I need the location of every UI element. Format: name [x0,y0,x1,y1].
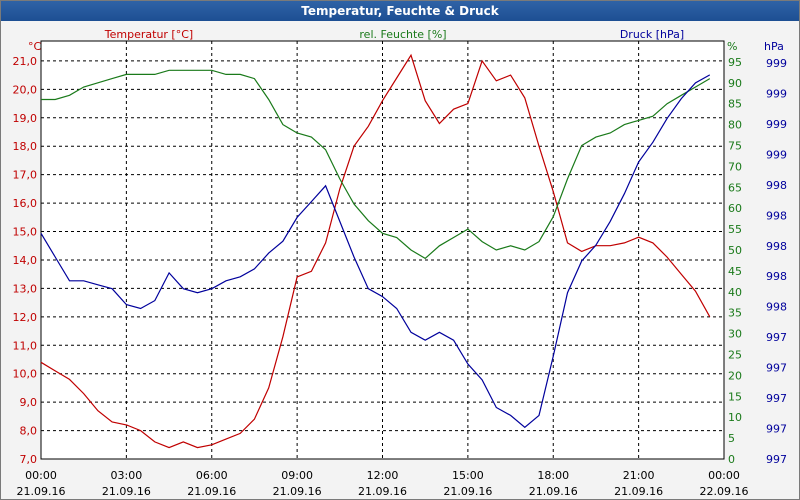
left-tick-label: 17,0 [13,169,38,182]
humidity-tick-label: 50 [728,244,742,257]
pressure-line [40,74,711,429]
pressure-tick-label: 999 [766,118,787,131]
left-tick-label: 10,0 [13,368,38,381]
pressure-tick-label: 999 [766,57,787,70]
x-tick-date: 21.09.16 [529,485,578,498]
pressure-tick-label: 997 [766,362,787,375]
humidity-tick-label: 55 [728,223,742,236]
pressure-tick-label: 997 [766,423,787,436]
left-tick-label: 12,0 [13,311,38,324]
left-tick-label: 16,0 [13,197,38,210]
humidity-tick-label: 65 [728,181,742,194]
humidity-tick-label: 0 [728,453,735,466]
x-tick-time: 12:00 [367,469,399,482]
x-tick-date: 21.09.16 [273,485,322,498]
humidity-tick-label: 85 [728,98,742,111]
pressure-label: Druck [hPa] [620,28,684,41]
x-tick-time: 15:00 [452,469,484,482]
pressure-axis-unit: hPa [764,40,784,53]
left-axis-unit: °C [28,40,42,53]
humidity-tick-label: 40 [728,286,742,299]
pressure-tick-label: 998 [766,270,787,283]
x-tick-time: 18:00 [537,469,569,482]
left-tick-label: 8,0 [20,425,38,438]
x-tick-date: 21.09.16 [443,485,492,498]
humidity-tick-label: 20 [728,369,742,382]
pressure-tick-label: 998 [766,301,787,314]
pressure-tick-label: 997 [766,392,787,405]
humidity-tick-label: 25 [728,349,742,362]
left-tick-label: 18,0 [13,140,38,153]
x-tick-date: 21.09.16 [358,485,407,498]
humidity-tick-label: 70 [728,160,742,173]
left-axis-ticks: 7,0 8,0 9,0 10,0 11,0 12,0 13,0 14,0 15,0 16,0 17,… [13,55,38,466]
x-tick-date: 22.09.16 [700,485,749,498]
humidity-tick-label: 10 [728,411,742,424]
x-tick-time: 03:00 [111,469,143,482]
humidity-tick-label: 5 [728,432,735,445]
x-tick-date: 21.09.16 [187,485,236,498]
humidity-tick-label: 95 [728,56,742,69]
pressure-tick-label: 999 [766,148,787,161]
left-tick-label: 19,0 [13,112,38,125]
x-tick-time: 00:00 [708,469,740,482]
pressure-tick-label: 997 [766,331,787,344]
left-tick-label: 14,0 [13,254,38,267]
x-tick-date: 21.09.16 [17,485,66,498]
pressure-tick-label: 997 [766,453,787,466]
x-tick-time: 21:00 [623,469,655,482]
pressure-tick-label: 998 [766,209,787,222]
x-tick-time: 00:00 [25,469,57,482]
chart-area: °C Temperatur [°C] rel. Feuchte [%] Druc… [13,28,788,498]
left-tick-label: 20,0 [13,83,38,96]
humidity-tick-label: 75 [728,140,742,153]
humidity-label: rel. Feuchte [%] [359,28,446,41]
pressure-tick-label: 998 [766,240,787,253]
left-tick-label: 13,0 [13,282,38,295]
x-axis-ticks: 00:00 21.09.16 03:00 21.09.16 06:00 21.09.16 0… [17,469,749,498]
x-tick-time: 06:00 [196,469,228,482]
humidity-tick-label: 80 [728,119,742,132]
humidity-line [41,69,711,260]
humidity-tick-label: 90 [728,77,742,90]
pressure-axis-ticks: 997 997 997 997 997 998 998 998 998 998 999 999 999 9… [766,57,787,466]
humidity-axis-ticks: 0 5 10 15 20 25 30 35 40 45 50 55 60 65 70 75 80 85 90 95 [728,56,742,466]
pressure-tick-label: 998 [766,179,787,192]
humidity-tick-label: 15 [728,390,742,403]
humidity-tick-label: 35 [728,307,742,320]
x-tick-time: 09:00 [281,469,313,482]
humidity-axis-unit: % [727,40,737,53]
temperature-label: Temperatur [°C] [104,28,193,41]
left-tick-label: 7,0 [20,453,38,466]
left-tick-label: 21,0 [13,55,38,68]
left-tick-label: 15,0 [13,226,38,239]
pressure-tick-label: 999 [766,87,787,100]
x-tick-date: 21.09.16 [102,485,151,498]
series-lines [40,53,711,449]
window-title: Temperatur, Feuchte & Druck [1,1,799,21]
humidity-tick-label: 30 [728,328,742,341]
left-tick-label: 11,0 [13,339,38,352]
humidity-tick-label: 45 [728,265,742,278]
humidity-tick-label: 60 [728,202,742,215]
temperature-line [40,53,711,449]
left-tick-label: 9,0 [20,396,38,409]
x-tick-date: 21.09.16 [614,485,663,498]
grid [41,41,724,460]
